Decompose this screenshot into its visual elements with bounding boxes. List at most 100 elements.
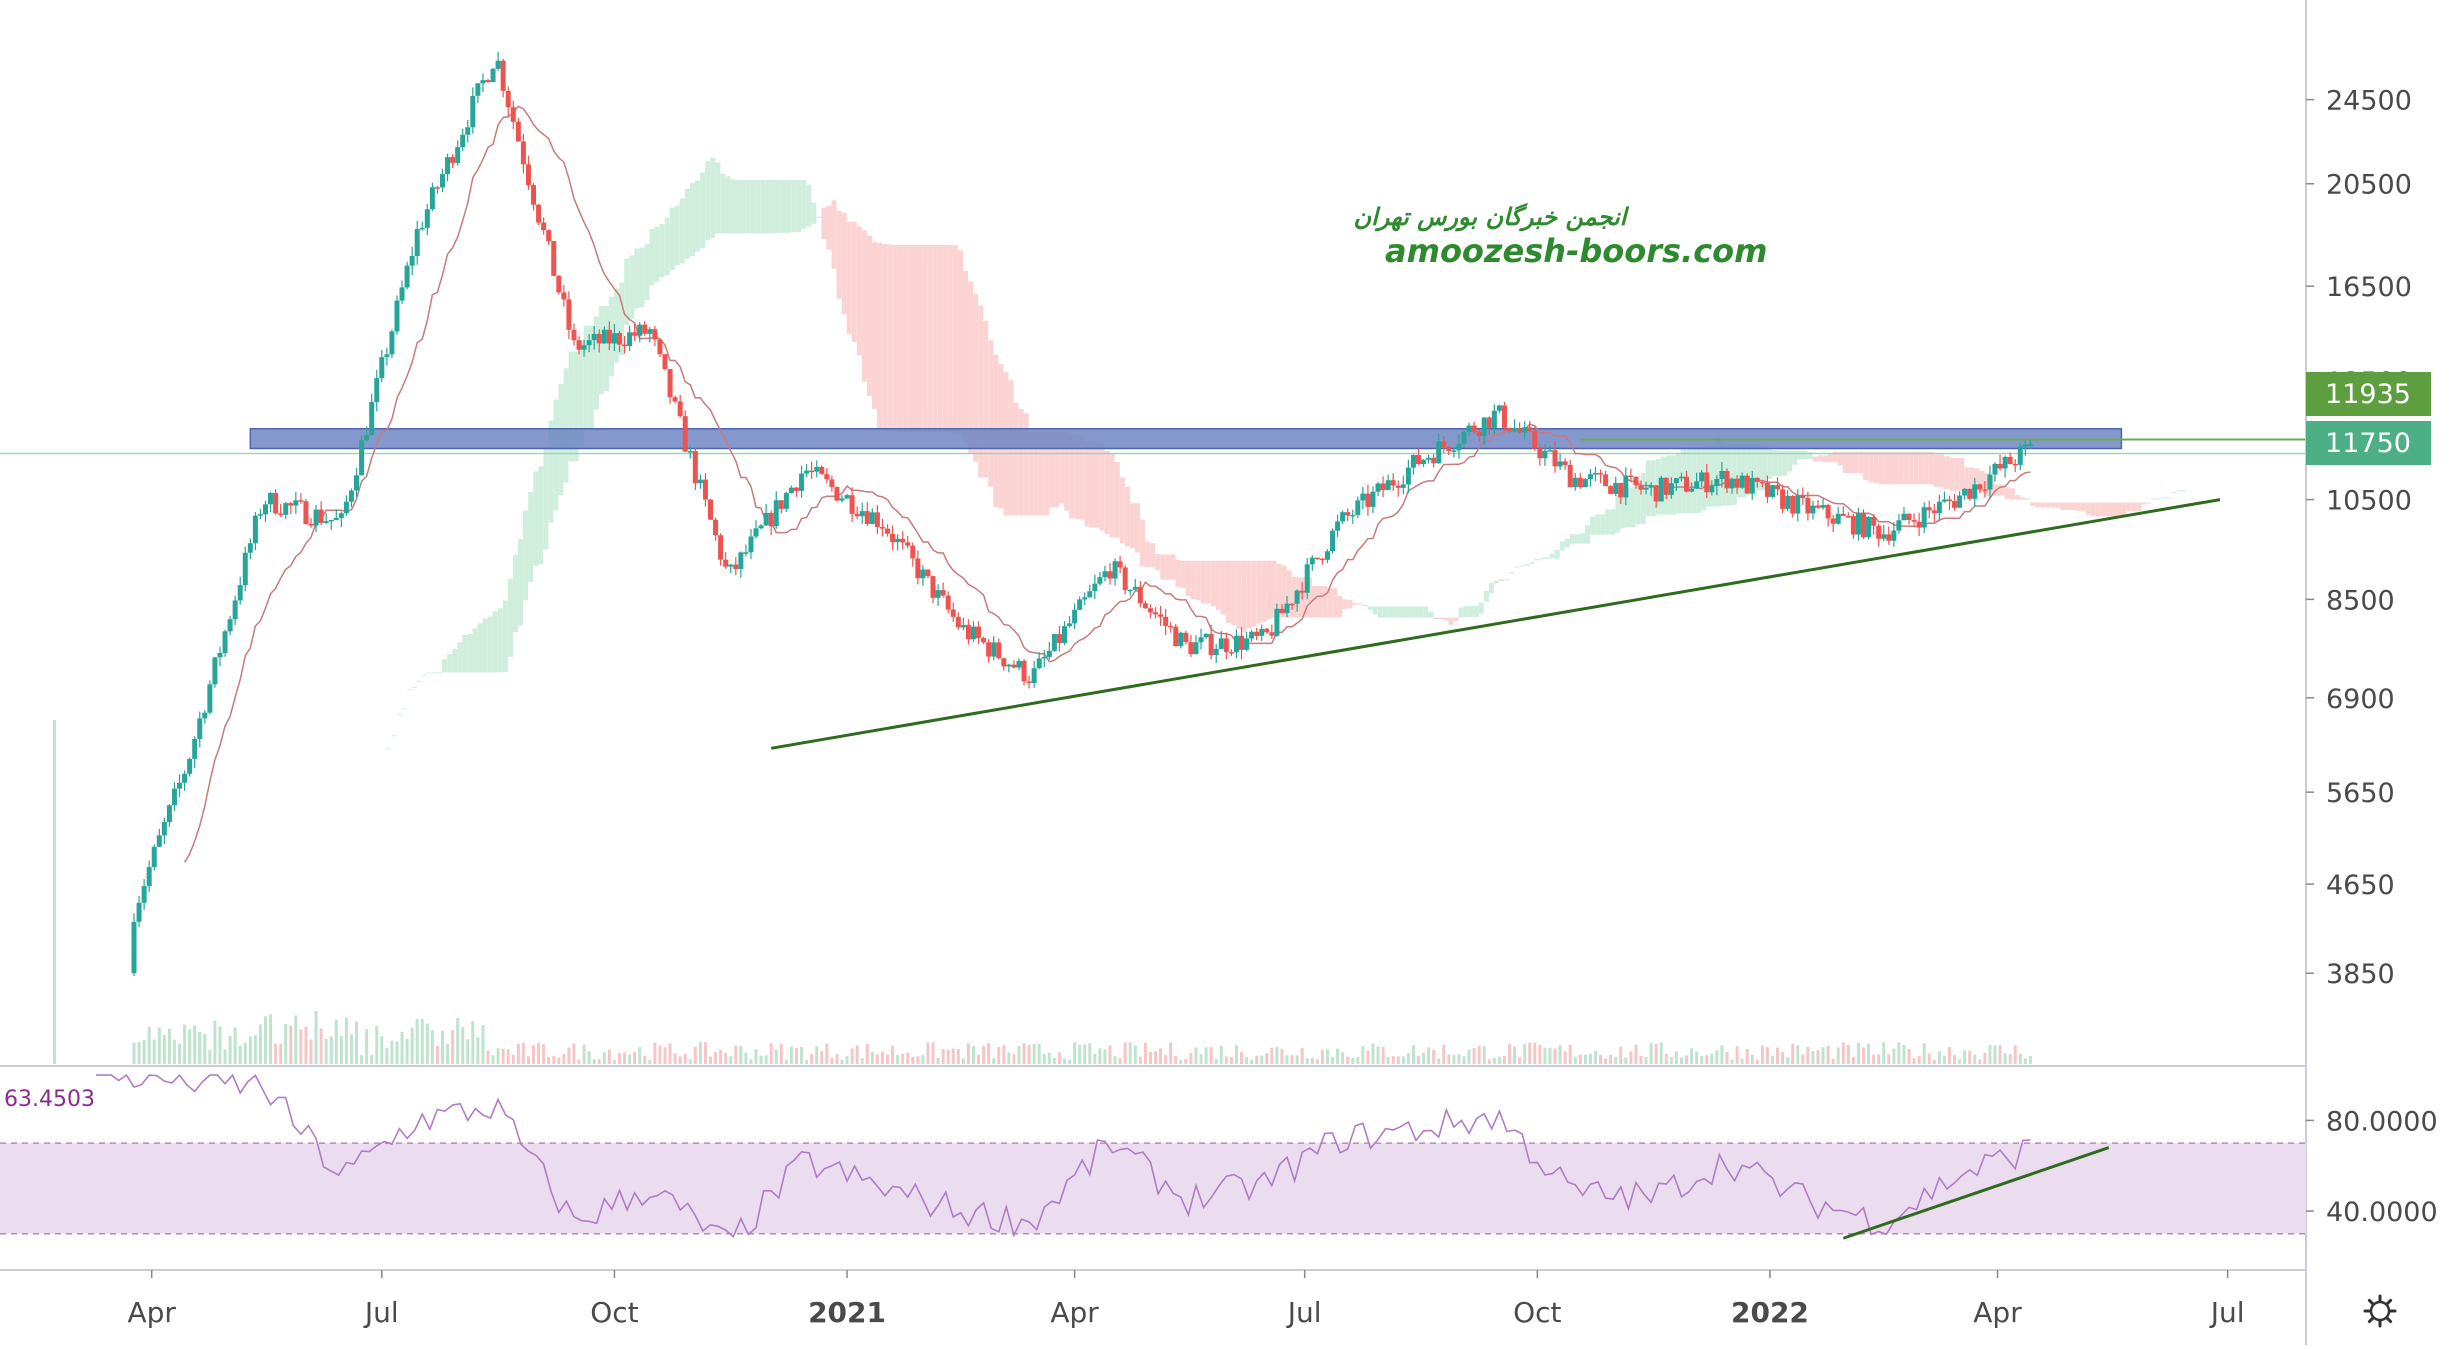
candle	[799, 473, 805, 491]
settings-gear-icon[interactable]	[2363, 1294, 2397, 1328]
volume-bar	[1953, 1055, 1957, 1064]
cloud-segment	[1155, 553, 1161, 571]
cloud-segment	[1271, 560, 1277, 618]
candle	[414, 229, 420, 257]
volume-bar	[688, 1059, 692, 1064]
volume-bar	[886, 1054, 890, 1064]
cloud-segment	[472, 628, 478, 673]
volume-bar	[724, 1052, 728, 1064]
rsi-axis[interactable]: 80.0000 40.0000	[2306, 1106, 2438, 1228]
volume-bar	[1017, 1046, 1021, 1064]
candle	[177, 782, 183, 789]
candle	[161, 822, 167, 836]
cloud-segment	[2100, 502, 2106, 517]
cloud-segment	[634, 248, 640, 309]
volume-bar	[1295, 1055, 1299, 1064]
cloud-segment	[1104, 451, 1110, 535]
candle	[1466, 425, 1472, 432]
cloud-segment	[2090, 502, 2096, 517]
candle	[1512, 428, 1518, 432]
candle	[1729, 478, 1735, 489]
candle	[1704, 472, 1710, 493]
time-tick-label: Apr	[1973, 1296, 2022, 1329]
cloud-segment	[912, 245, 918, 433]
cloud-segment	[1231, 560, 1237, 626]
volume-bar	[1027, 1044, 1031, 1064]
candle	[1790, 495, 1796, 514]
cloud-segment	[1367, 606, 1373, 610]
candle	[187, 758, 193, 774]
candle	[1097, 577, 1103, 584]
time-axis[interactable]: Apr Jul Oct 2021 Apr Jul Oct 2022 Apr Jul	[127, 1270, 2245, 1329]
cloud-segment	[866, 235, 872, 396]
candle	[713, 519, 719, 536]
volume-bar	[1937, 1051, 1941, 1064]
candle	[1648, 485, 1654, 488]
volume-bar	[1219, 1045, 1223, 1064]
candle	[424, 209, 430, 228]
volume-bar	[1386, 1056, 1390, 1064]
cloud-segment	[1473, 605, 1479, 618]
ichimoku-cloud	[386, 157, 2187, 750]
volume-bar	[623, 1052, 627, 1064]
volume-bar	[1437, 1058, 1441, 1064]
candle	[859, 511, 865, 517]
candle	[1249, 631, 1255, 639]
volume-bar	[789, 1046, 793, 1064]
volume-bar	[1280, 1048, 1284, 1064]
candle	[2007, 457, 2013, 464]
candle	[1861, 513, 1867, 538]
volume-bar	[1523, 1044, 1527, 1064]
candle	[1835, 513, 1841, 524]
gear-spoke	[2367, 1316, 2375, 1324]
cloud-segment	[755, 180, 761, 234]
candle	[1886, 534, 1892, 541]
candle	[1269, 632, 1275, 636]
cloud-segment	[2131, 502, 2137, 512]
cloud-segment	[1018, 409, 1024, 516]
candle	[222, 631, 228, 653]
volume-bar	[208, 1049, 212, 1064]
cloud-segment	[1342, 599, 1348, 610]
candle	[809, 470, 815, 473]
volume-bar	[658, 1045, 662, 1064]
candles	[131, 51, 2033, 976]
candle	[1628, 475, 1634, 478]
candle	[632, 332, 638, 336]
volume-bar	[370, 1055, 374, 1064]
candle	[1855, 513, 1861, 535]
candle	[1891, 530, 1897, 541]
volume-bar	[1250, 1059, 1254, 1064]
candle	[606, 329, 612, 344]
resistance-price-label: 11935	[2306, 372, 2431, 416]
volume-bar	[794, 1048, 798, 1064]
volume-bar	[946, 1049, 950, 1064]
volume-bar	[582, 1044, 586, 1064]
cloud-segment	[1878, 451, 1884, 485]
volume-bar	[987, 1042, 991, 1064]
candle	[733, 564, 739, 569]
volume-bar	[526, 1056, 530, 1064]
volume-bar	[557, 1057, 561, 1064]
volume-bar	[1877, 1054, 1881, 1064]
candle	[242, 552, 248, 586]
volume-bar	[1103, 1049, 1107, 1064]
candle	[753, 528, 759, 537]
cloud-segment	[1013, 402, 1019, 516]
candle	[1638, 485, 1644, 490]
candle	[1330, 530, 1336, 552]
cloud-segment	[917, 245, 923, 433]
cloud-segment	[1817, 455, 1823, 462]
cloud-segment	[988, 340, 994, 487]
cloud-segment	[786, 180, 792, 233]
candle	[1754, 477, 1760, 482]
volume-bar	[1341, 1052, 1345, 1064]
candle	[1689, 488, 1695, 492]
candle	[622, 344, 628, 347]
candle	[1319, 558, 1325, 561]
volume-bar	[1518, 1057, 1522, 1064]
candle	[1850, 516, 1856, 535]
time-tick-label: Oct	[590, 1296, 638, 1329]
volume-bar	[825, 1043, 829, 1064]
cloud-segment	[437, 672, 443, 674]
